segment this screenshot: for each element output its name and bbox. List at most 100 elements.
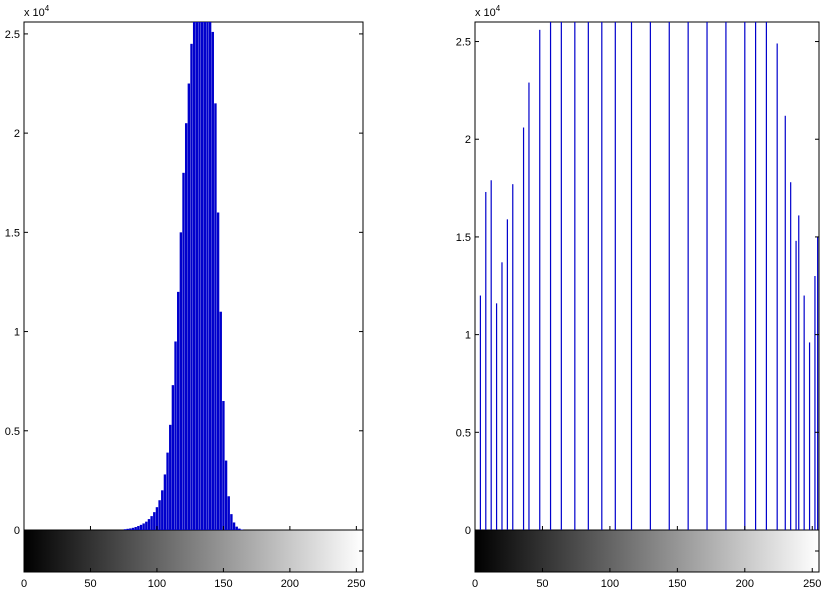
bar [139, 524, 143, 530]
bar [184, 123, 188, 530]
bar [198, 22, 201, 530]
x-tick-label: 50 [536, 578, 548, 590]
bar [190, 43, 193, 530]
bar [126, 528, 129, 530]
bars [123, 22, 244, 531]
bar [744, 22, 746, 530]
x-tick-label: 100 [601, 578, 619, 590]
x-tick-label: 150 [214, 578, 232, 590]
x-ticks: 0 50 100 150 200 250 [472, 526, 821, 590]
y-tick-label: 1 [14, 327, 20, 339]
bar [512, 184, 514, 531]
x-tick-label: 250 [803, 578, 821, 590]
y-exponent-label: x 104 [24, 4, 50, 19]
bar [539, 29, 541, 530]
x-tick-label: 100 [148, 578, 166, 590]
x-tick-label: 0 [21, 578, 27, 590]
x-tick-label: 0 [472, 578, 478, 590]
bar [528, 82, 530, 530]
bar [153, 512, 156, 530]
x-tick-label: 200 [736, 578, 754, 590]
bar [235, 526, 238, 530]
x-tick-label: 250 [347, 578, 365, 590]
bar [495, 303, 498, 530]
bar [814, 276, 816, 530]
bar [479, 295, 481, 530]
bar [177, 291, 180, 531]
bar [817, 236, 819, 531]
y-tick-label: 2.5 [456, 37, 471, 49]
bar [238, 528, 241, 530]
plot-area [474, 21, 820, 531]
bar [137, 526, 140, 530]
y-tick-label: 2.5 [5, 29, 20, 41]
bar [668, 22, 670, 530]
bar [134, 527, 137, 530]
bar [808, 342, 811, 530]
y-tick-label: 1.5 [5, 227, 20, 239]
bar [129, 528, 132, 530]
bar [214, 103, 217, 531]
bar [200, 22, 204, 530]
bar [222, 401, 225, 530]
bar [601, 22, 603, 530]
bar [208, 22, 212, 530]
bar [784, 115, 786, 530]
bar [240, 529, 244, 530]
bar [614, 22, 616, 530]
x-tick-label: 150 [668, 578, 686, 590]
bar [179, 232, 183, 530]
bar [706, 22, 708, 530]
y-tick-label: 2 [465, 134, 471, 146]
bar [123, 529, 127, 530]
bar [195, 22, 199, 530]
y-tick-label: 1 [465, 330, 471, 342]
y-exponent-label: x 104 [475, 4, 501, 19]
bar [803, 295, 805, 530]
bar [798, 215, 800, 530]
x-tick-label: 200 [281, 578, 299, 590]
bar [169, 424, 172, 530]
bar [549, 22, 552, 530]
bar [630, 22, 633, 530]
bar [224, 460, 228, 530]
bar [230, 514, 233, 531]
bar [174, 341, 177, 530]
bar [147, 519, 151, 530]
bar [142, 523, 145, 530]
histogram-panel-left: x 104 0 0.5 1 1.5 2 2.5 0 50 100 150 200 250 [5, 4, 366, 590]
bar [206, 22, 209, 530]
bar [211, 31, 214, 530]
bar [490, 180, 492, 530]
bar [166, 452, 169, 530]
bar [155, 507, 159, 530]
bar [163, 474, 167, 530]
bar [755, 22, 757, 530]
bar [131, 527, 135, 530]
bar [145, 521, 148, 530]
grayscale-colorbar [23, 529, 364, 573]
bar [506, 219, 508, 530]
bars [479, 22, 819, 531]
bar [158, 500, 161, 530]
bar [150, 516, 153, 530]
bar [219, 311, 222, 530]
y-ticks: 0 0.5 1 1.5 2 2.5 [456, 37, 819, 552]
bar [216, 212, 220, 530]
y-tick-label: 0 [14, 525, 20, 537]
histogram-panel-right: x 104 0 0.5 1 1.5 2 2.5 0 50 100 150 200 250 [456, 4, 822, 590]
bar [765, 22, 767, 530]
bar [522, 127, 525, 530]
x-ticks: 0 50 100 150 200 250 [21, 526, 366, 590]
bar [203, 22, 206, 530]
bar [776, 43, 778, 531]
bar [574, 22, 576, 530]
bar [171, 385, 175, 530]
bar [687, 22, 689, 530]
y-tick-label: 0.5 [5, 426, 20, 438]
bar [182, 172, 185, 530]
x-tick-label: 50 [84, 578, 96, 590]
y-tick-label: 2 [14, 128, 20, 140]
bar [587, 22, 589, 530]
bar [725, 22, 727, 530]
